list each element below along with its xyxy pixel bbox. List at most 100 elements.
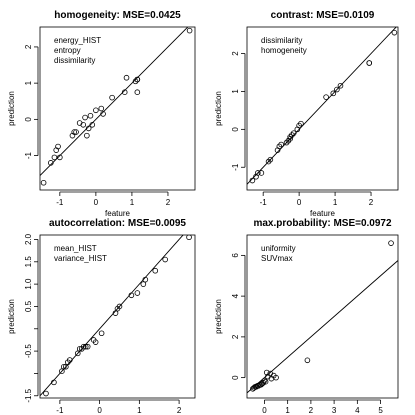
x-axis-label: feature [105,209,130,218]
plot-frame [39,26,196,191]
data-point [109,94,115,101]
data-point [134,76,141,83]
x-tick-label: 4 [355,406,360,415]
panel-title: contrast: MSE=0.0109 [271,10,375,21]
data-point [249,177,256,184]
data-point [258,170,265,176]
y-tick-label: -0.5 [24,344,33,358]
data-point [98,105,105,112]
x-tick-label: 1 [285,406,290,415]
data-point [74,350,81,357]
data-point [298,120,304,127]
data-point [48,160,54,166]
data-point [87,112,94,119]
data-point [51,154,58,161]
data-point [40,179,47,186]
panel-2: contrast: MSE=0.0109 -1 0 1 2 -1 0 1 2 feature pre… [214,10,399,218]
data-point [262,378,269,385]
y-tick-label: 0 [24,117,33,122]
data-point [43,390,49,397]
data-point [85,125,92,132]
y-tick-label: 0 [231,127,240,132]
data-point [391,29,398,36]
y-tick-label: 1.5 [24,256,33,268]
data-point [140,281,147,287]
y-tick-label: -1 [24,151,33,159]
data-point [116,303,123,310]
y-tick-label: 1 [231,89,240,94]
y-axis-label: prediction [7,91,16,126]
y-tick-label: 4 [231,293,240,298]
data-point [296,122,302,129]
data-point [112,310,119,316]
data-point [263,369,270,376]
panel-title: homogeneity: MSE=0.0425 [54,10,181,21]
y-axis-label: prediction [7,299,16,334]
data-point [67,357,73,363]
data-point [132,78,139,85]
legend-item: energy_HIST [54,36,101,45]
data-point [273,374,279,381]
legend-item: variance_HIST [54,254,107,263]
data-point [61,363,67,370]
plot-area [247,27,398,185]
data-point [92,339,99,345]
data-point [337,82,344,89]
y-tick-label: 0 [231,375,240,380]
data-point [63,363,69,370]
x-tick-label: 5 [378,406,383,415]
x-tick-label: 1 [137,406,142,415]
data-point [276,143,283,150]
y-axis-label: prediction [214,299,223,334]
x-tick-label: 1 [130,198,135,207]
legend-item: dissimilarity [54,56,95,65]
legend-item: uniformity [261,244,296,253]
data-point [287,134,293,140]
data-point [304,357,311,364]
x-tick-label: 0 [94,198,99,207]
data-point [80,343,87,350]
data-point [134,89,141,95]
data-point [128,292,135,299]
data-point [162,256,168,263]
data-point [267,156,274,163]
plot-area [40,27,193,186]
x-tick-label: 2 [177,406,182,415]
y-tick-label: 6 [231,253,240,258]
data-point [186,235,192,241]
legend-item: SUVmax [261,254,293,263]
plot-frame [39,234,196,399]
fit-line [247,260,398,394]
legend-item: dissimilarity [261,36,302,45]
fit-line [40,27,189,176]
data-point [289,132,295,138]
x-tick-label: 0 [97,406,102,415]
data-point [290,130,297,136]
data-point [82,114,88,121]
data-point [134,290,141,296]
x-tick-label: -1 [260,198,268,207]
data-point [123,74,130,81]
y-tick-label: 2 [231,334,240,339]
x-tick-label: 2 [309,406,314,415]
y-tick-label: 1.0 [24,278,33,290]
plot-frame [246,234,399,399]
data-point [283,139,290,146]
panel-title: autocorrelation: MSE=0.0095 [49,218,186,229]
y-tick-label: 0.5 [24,300,33,312]
data-point [366,60,373,66]
data-point [59,368,65,375]
data-point [98,330,105,337]
x-tick-label: 3 [332,406,337,415]
panel-4: max.probability: MSE=0.09720123450246fea… [214,218,399,415]
data-point [388,240,394,246]
data-point [142,276,149,283]
data-point [82,343,89,350]
data-point [55,143,61,150]
data-point [80,122,87,128]
panel-title: max.probability: MSE=0.0972 [253,218,392,229]
data-point [100,111,106,117]
panel-3: autocorrelation: MSE=0.0095 -1 0 1 2 -1.5 -0.5… [7,218,196,415]
data-point [89,122,96,128]
